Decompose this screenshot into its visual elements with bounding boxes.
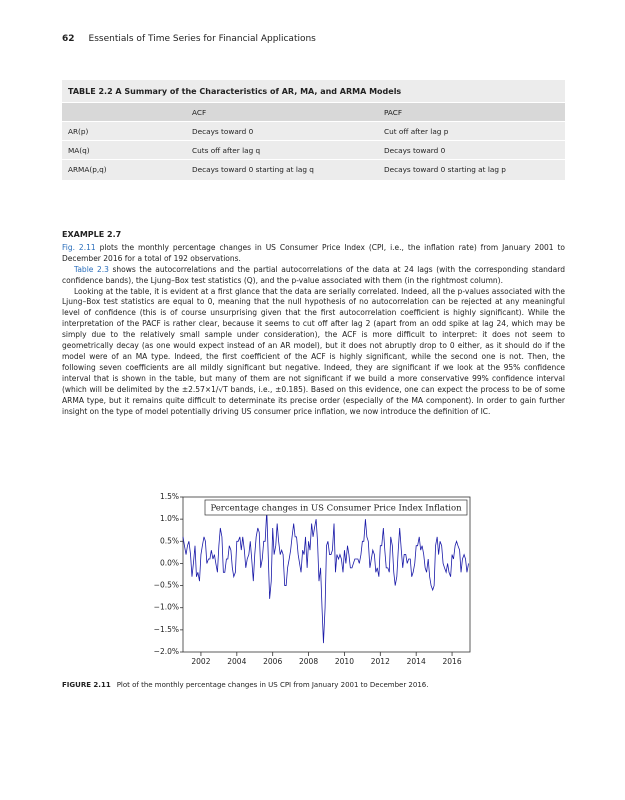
table-header: ACF PACF — [62, 102, 565, 122]
table-cell: MA(q) — [62, 140, 186, 160]
x-tick-label: 2002 — [191, 657, 210, 666]
y-tick-label: −1.5% — [154, 625, 179, 634]
table-cell: Decays toward 0 starting at lag p — [378, 159, 565, 178]
figure-label: FIGURE 2.11 — [62, 681, 111, 689]
table-row: ARMA(p,q) Decays toward 0 starting at lag… — [62, 159, 565, 178]
table-box: TABLE 2.2 A Summary of the Characteristi… — [62, 80, 565, 180]
series-line — [182, 510, 469, 644]
table-cell: AR(p) — [62, 121, 186, 141]
title-box — [204, 499, 468, 516]
table: ACF PACF AR(p) Decays toward 0 Cut off after… — [62, 102, 565, 178]
paragraph-text: plots the monthly percentage changes in … — [62, 242, 565, 263]
chart: −2.0% −1.5% −1.0% −0.5% 0.0% 0.5% 1.0% 1.5% 2002… — [154, 492, 471, 666]
y-tick-label: 1.0% — [160, 514, 179, 523]
plot-frame — [182, 496, 471, 653]
cross-reference: Fig. 2.11 — [62, 242, 96, 252]
x-tick-label: 2006 — [263, 657, 282, 666]
corner — [62, 102, 186, 122]
table-cell: Decays toward 0 — [186, 121, 378, 141]
x-tick-label: 2012 — [371, 657, 390, 666]
table-cell: Cuts off after lag q — [186, 140, 378, 160]
column-header: ACF — [186, 102, 378, 122]
y-tick-label: −1.0% — [154, 603, 179, 612]
paragraph-text: shows the autocorrelations and the parti… — [62, 264, 565, 285]
y-tick-label: 1.5% — [160, 492, 179, 501]
y-tick-label: 0.5% — [160, 536, 179, 545]
x-tick-label: 2010 — [335, 657, 354, 666]
caption-text: Plot of the monthly percentage changes i… — [116, 681, 429, 689]
paragraph: Fig. 2.11 plots the monthly percentage c… — [62, 243, 565, 265]
table-row: MA(q) Cuts off after lag q Decays toward 0 — [62, 140, 565, 160]
x-tick-label: 2014 — [407, 657, 426, 666]
x-tick-label: 2008 — [299, 657, 318, 666]
x-tick-label: 2016 — [443, 657, 462, 666]
figure-caption: FIGURE 2.11 Plot of the monthly percentag… — [62, 681, 428, 689]
table-cell: ARMA(p,q) — [62, 159, 186, 178]
table-cell: Decays toward 0 starting at lag q — [186, 159, 378, 178]
chart-title: Percentage changes in US Consumer Price … — [210, 504, 462, 514]
y-tick-label: 0.0% — [160, 558, 179, 567]
running-header: 62 Essentials of Time Series for Financia… — [62, 34, 316, 44]
y-tick-label: −2.0% — [154, 647, 179, 656]
table-row: AR(p) Decays toward 0 Cut off after lag p — [62, 121, 565, 141]
paragraph: Looking at the table, it is evident at a… — [62, 287, 565, 418]
y-tick-label: −0.5% — [154, 581, 179, 590]
table-title: TABLE 2.2 A Summary of the Characteristi… — [68, 87, 402, 96]
example-heading: EXAMPLE 2.7 — [62, 230, 122, 239]
cross-reference: Table 2.3 — [74, 264, 109, 274]
column-header: PACF — [378, 102, 565, 122]
running-title: Essentials of Time Series for Financial … — [88, 34, 316, 44]
page-number: 62 — [62, 34, 75, 44]
table-cell: Decays toward 0 — [378, 140, 565, 160]
table-cell: Cut off after lag p — [378, 121, 565, 141]
example: EXAMPLE 2.7 Fig. 2.11 plots the monthly … — [62, 230, 565, 417]
paragraph: Table 2.3 shows the autocorrelations and… — [62, 265, 565, 287]
x-tick-label: 2004 — [227, 657, 246, 666]
paragraph-text: Looking at the table, it is evident at a… — [62, 286, 565, 416]
